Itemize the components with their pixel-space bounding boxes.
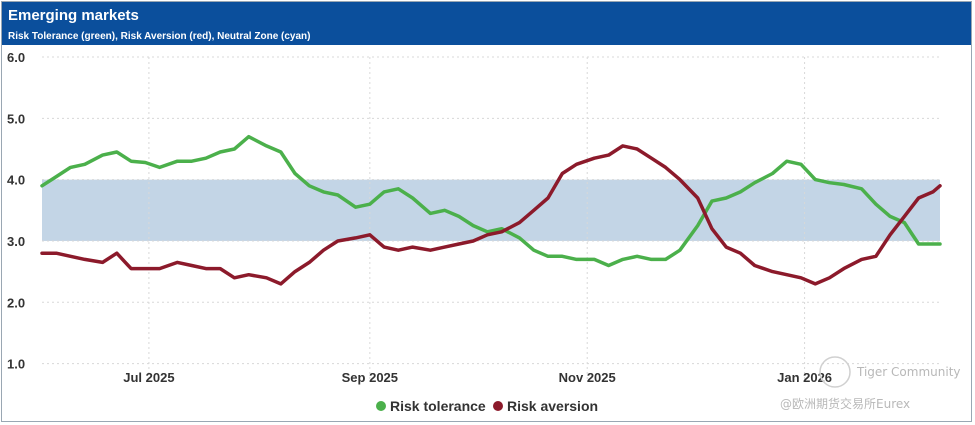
y-tick-label: 6.0 — [7, 50, 25, 65]
tiger-logo-icon — [819, 356, 851, 388]
legend-risk-aversion-label[interactable]: Risk aversion — [507, 398, 598, 414]
chart-subtitle: Risk Tolerance (green), Risk Aversion (r… — [8, 31, 311, 42]
y-tick-label: 1.0 — [7, 357, 25, 372]
legend-risk-aversion-marker — [493, 401, 503, 411]
watermark-line2: @欧洲期货交易所Eurex — [780, 396, 910, 411]
y-tick-label: 3.0 — [7, 234, 25, 249]
x-tick-label: Sep 2025 — [342, 370, 398, 385]
watermark: Tiger Community @欧洲期货交易所Eurex — [780, 356, 961, 411]
y-tick-label: 2.0 — [7, 295, 25, 310]
watermark-line1: Tiger Community — [856, 365, 961, 379]
legend[interactable]: Risk tolerance Risk aversion — [376, 398, 598, 414]
grid-lines — [42, 56, 940, 382]
series-line-risk-aversion — [40, 144, 942, 286]
chart-header: Emerging markets Risk Tolerance (green),… — [2, 2, 971, 45]
legend-risk-tolerance-marker — [376, 401, 386, 411]
legend-risk-tolerance-label[interactable]: Risk tolerance — [390, 398, 486, 414]
chart-title: Emerging markets — [8, 7, 139, 24]
y-tick-label: 5.0 — [7, 111, 25, 126]
series-line-risk-tolerance — [40, 134, 942, 268]
x-axis-ticks: Jul 2025 Sep 2025 Nov 2025 Jan 2026 — [123, 370, 832, 385]
y-axis-ticks: 1.0 2.0 3.0 4.0 5.0 6.0 — [7, 50, 25, 372]
y-tick-label: 4.0 — [7, 173, 25, 188]
x-tick-label: Jul 2025 — [123, 370, 174, 385]
series-lines — [40, 134, 942, 286]
x-tick-label: Nov 2025 — [559, 370, 616, 385]
x-tick-label: Jan 2026 — [777, 370, 832, 385]
